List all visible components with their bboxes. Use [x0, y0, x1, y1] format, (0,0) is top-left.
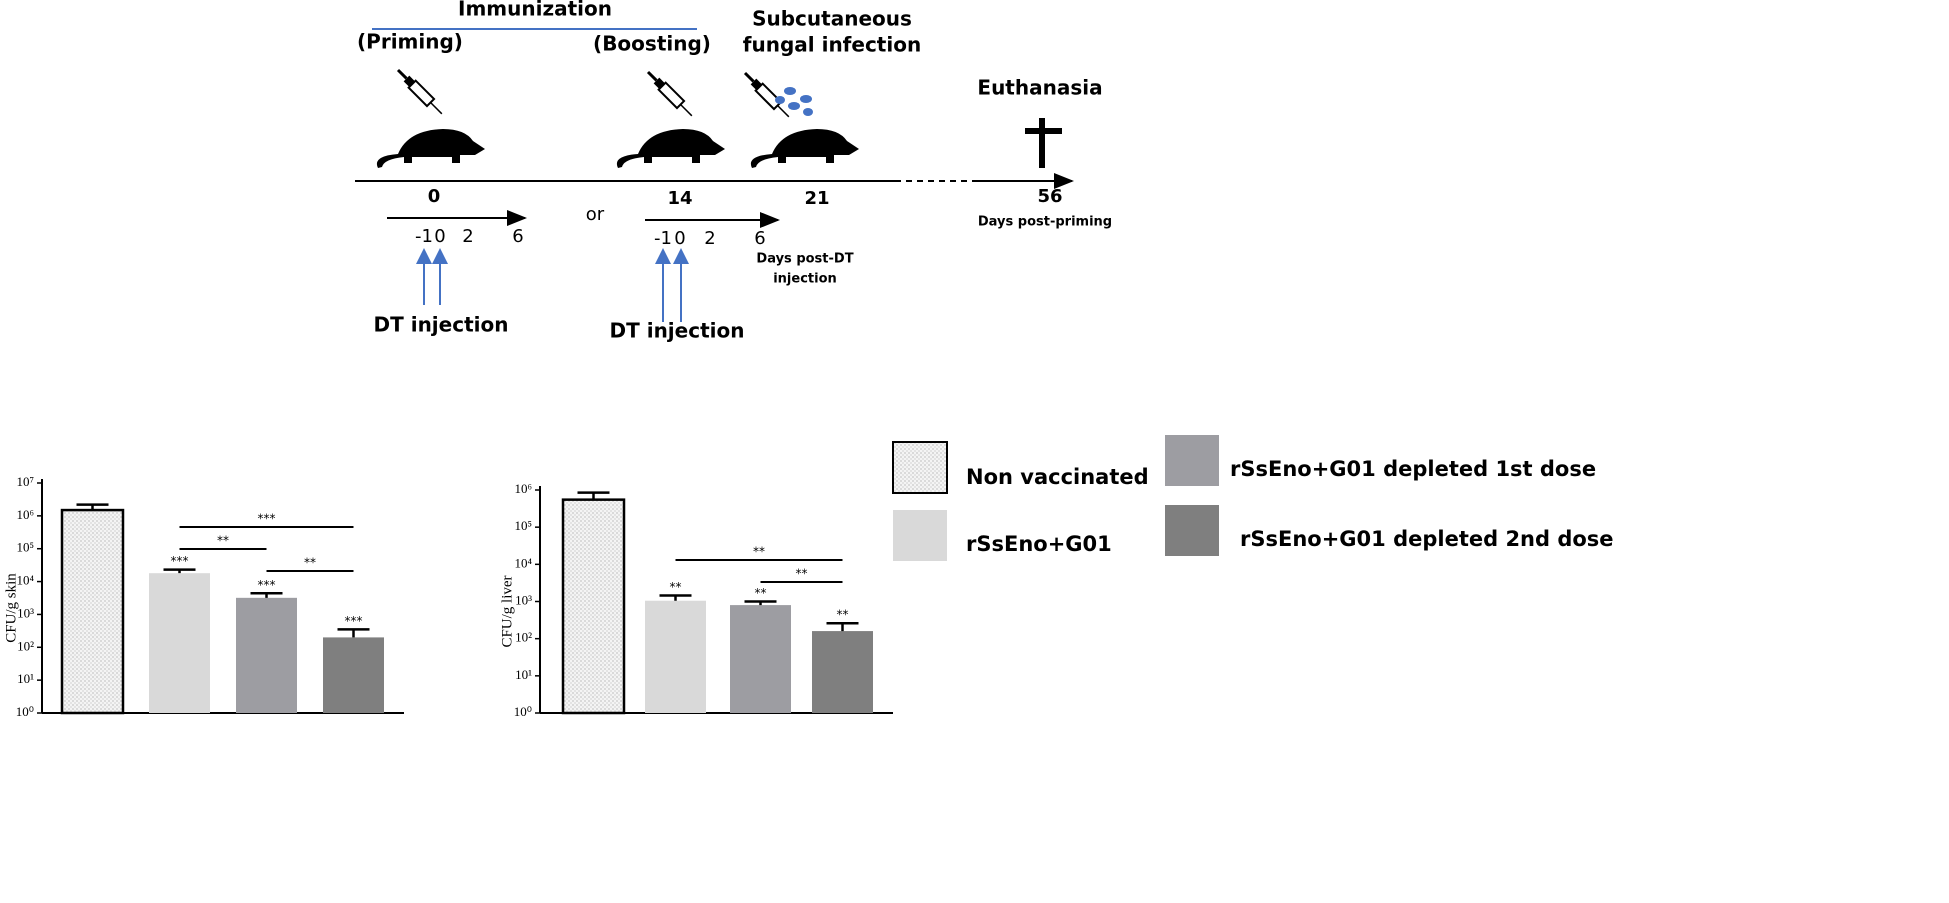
bar — [323, 637, 384, 713]
y-tick-label: 10⁴ — [16, 573, 34, 588]
y-tick-label: 10⁷ — [16, 474, 34, 489]
legend-label: rSsEno+G01 — [966, 532, 1112, 556]
comparison-label: ** — [796, 567, 808, 581]
fungal-cells — [775, 87, 813, 116]
y-tick-label: 10⁰ — [16, 704, 34, 719]
significance-label: *** — [345, 614, 363, 628]
dt-tick: -1 — [654, 228, 672, 249]
y-tick-label: 10⁶ — [514, 481, 532, 496]
error-bar — [577, 491, 610, 500]
y-tick-label: 10⁶ — [16, 507, 34, 522]
mice — [376, 129, 859, 168]
significance-label: ** — [837, 608, 849, 622]
label: (Priming) — [357, 30, 463, 54]
label: (Boosting) — [593, 32, 711, 56]
legend-swatch — [892, 441, 948, 494]
error-bar — [744, 600, 777, 606]
dt-tick: 2 — [462, 226, 473, 247]
diagram: Immunization (Priming) (Boosting) Subcut… — [357, 0, 1103, 100]
day-label: 21 — [804, 188, 829, 209]
bar — [812, 631, 873, 713]
significance-label: *** — [171, 554, 189, 568]
dt-tick: 6 — [754, 228, 765, 249]
day-label: 0 — [428, 186, 441, 207]
y-tick-label: 10² — [17, 638, 34, 653]
axis-title: injection — [773, 272, 837, 287]
y-tick-label: 10⁴ — [514, 555, 532, 570]
dt-tick: 6 — [512, 226, 523, 247]
label: Euthanasia — [977, 76, 1102, 100]
cross — [1025, 118, 1062, 168]
y-tick-label: 10⁰ — [514, 704, 532, 719]
y-tick-label: 10² — [515, 630, 532, 645]
error-bar — [337, 628, 370, 638]
y-tick-label: 10¹ — [515, 667, 532, 682]
label: Immunization — [458, 0, 612, 21]
error-bar — [659, 594, 692, 601]
comparison-label: ** — [753, 545, 765, 559]
timeline — [355, 173, 1074, 228]
label: Subcutaneous — [752, 7, 912, 31]
dt-tick: 0 — [434, 226, 445, 247]
axis-title: Days post-DT — [756, 252, 853, 267]
y-axis-title: CFU/g liver — [499, 575, 515, 647]
bar — [60, 508, 125, 715]
label: DT injection — [610, 319, 745, 343]
bar — [561, 498, 626, 715]
legend-swatch — [1165, 435, 1219, 486]
y-tick-label: 10⁵ — [16, 540, 34, 555]
bar — [645, 600, 706, 713]
error-bar — [826, 621, 859, 632]
error-bar — [250, 592, 283, 598]
comparison-label: ** — [304, 556, 316, 570]
significance-label: *** — [258, 578, 276, 592]
dt-tick: 0 — [674, 228, 685, 249]
timeline-labels: 0 14 21 56 Days post-priming or -1 0 2 6… — [374, 186, 1113, 343]
day-label: 14 — [667, 188, 692, 209]
legend-label: Non vaccinated — [966, 465, 1149, 489]
bar — [730, 605, 791, 713]
label: or — [586, 204, 605, 225]
y-tick-label: 10⁵ — [514, 518, 532, 533]
error-bar — [76, 503, 109, 511]
day-label: 56 — [1037, 186, 1062, 207]
legend-swatch — [1165, 505, 1219, 556]
dt-tick: -1 — [415, 226, 433, 247]
y-axis-title: CFU/g skin — [3, 573, 19, 643]
axis-title: Days post-priming — [978, 215, 1112, 230]
label: fungal infection — [743, 33, 921, 57]
comparison-label: ** — [217, 534, 229, 548]
legend-label: rSsEno+G01 depleted 2nd dose — [1240, 527, 1614, 551]
syringes — [396, 68, 790, 118]
label: DT injection — [374, 313, 509, 337]
significance-label: ** — [670, 580, 682, 594]
dt-arrows — [416, 248, 689, 322]
significance-label: ** — [755, 586, 767, 600]
error-bar — [163, 568, 196, 574]
y-tick-label: 10¹ — [17, 671, 34, 686]
bar — [236, 597, 297, 713]
legend-swatch — [893, 510, 947, 561]
comparison-label: *** — [258, 512, 276, 526]
dt-tick: 2 — [704, 228, 715, 249]
y-tick-label: 10³ — [17, 605, 34, 620]
bar — [149, 573, 210, 713]
legend-label: rSsEno+G01 depleted 1st dose — [1230, 457, 1596, 481]
y-tick-label: 10³ — [515, 592, 532, 607]
